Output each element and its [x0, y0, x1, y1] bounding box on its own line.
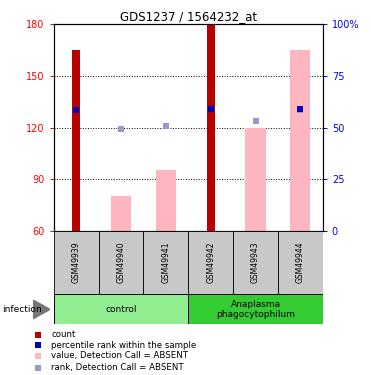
Text: infection: infection — [2, 305, 42, 314]
Text: percentile rank within the sample: percentile rank within the sample — [51, 340, 197, 350]
Text: Anaplasma
phagocytophilum: Anaplasma phagocytophilum — [216, 300, 295, 319]
Text: GSM49942: GSM49942 — [206, 242, 215, 283]
Bar — [111, 196, 131, 231]
Text: GSM49943: GSM49943 — [251, 242, 260, 284]
Bar — [144, 231, 188, 294]
Bar — [54, 294, 188, 324]
Bar — [290, 50, 311, 231]
Bar — [246, 128, 266, 231]
Text: rank, Detection Call = ABSENT: rank, Detection Call = ABSENT — [51, 363, 184, 372]
Text: value, Detection Call = ABSENT: value, Detection Call = ABSENT — [51, 351, 188, 360]
Text: GSM49941: GSM49941 — [161, 242, 170, 283]
Text: control: control — [105, 305, 137, 314]
Bar — [207, 24, 215, 231]
Bar — [156, 171, 176, 231]
Bar — [233, 231, 278, 294]
Text: count: count — [51, 330, 76, 339]
Title: GDS1237 / 1564232_at: GDS1237 / 1564232_at — [120, 10, 257, 23]
Bar — [188, 294, 323, 324]
Bar — [54, 231, 99, 294]
Bar — [278, 231, 323, 294]
Bar — [99, 231, 144, 294]
Polygon shape — [33, 300, 50, 318]
Text: GSM49939: GSM49939 — [72, 242, 81, 284]
Text: GSM49940: GSM49940 — [116, 242, 125, 284]
Bar — [72, 50, 80, 231]
Bar — [188, 231, 233, 294]
Text: GSM49944: GSM49944 — [296, 242, 305, 284]
